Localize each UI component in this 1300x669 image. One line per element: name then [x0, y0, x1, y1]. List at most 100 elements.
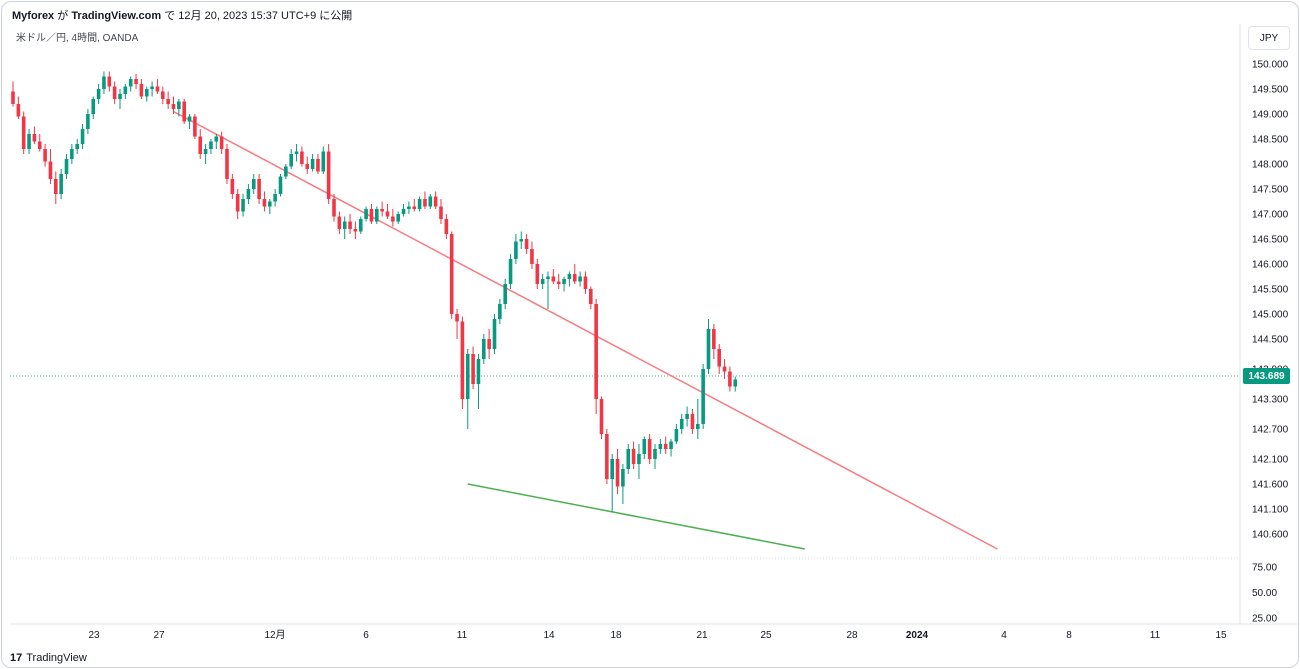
candle-body — [273, 194, 277, 202]
candle — [583, 271, 588, 294]
candle-body — [503, 284, 507, 304]
candle-body — [150, 86, 154, 89]
candle — [460, 316, 465, 409]
candle-body — [198, 136, 203, 154]
candle — [385, 204, 390, 219]
candle-body — [631, 449, 636, 464]
chart-grid — [10, 24, 1298, 625]
candle — [86, 109, 90, 134]
trendlines — [173, 110, 998, 550]
candle-body — [289, 154, 293, 167]
candle — [219, 131, 224, 154]
candle-body — [487, 339, 491, 349]
publish-header: Myforex が TradingView.com で 12月 20, 2023… — [12, 7, 352, 23]
candle-body — [193, 116, 197, 137]
candle-body — [690, 414, 695, 429]
candle-body — [621, 469, 625, 487]
candle — [134, 74, 138, 89]
candle-body — [262, 199, 267, 207]
candle-body — [578, 276, 582, 282]
candle-body — [246, 189, 251, 199]
candle — [524, 234, 529, 254]
candle-body — [91, 99, 96, 114]
author-name[interactable]: Myforex — [12, 10, 55, 22]
candle-body — [375, 209, 379, 222]
candle — [449, 231, 454, 319]
candle — [353, 221, 358, 239]
candle — [257, 174, 261, 204]
candle-body — [112, 86, 117, 99]
candle-body — [391, 216, 395, 222]
candle-body — [594, 304, 598, 399]
candle — [401, 204, 406, 217]
candle-body — [417, 199, 422, 209]
price-tick-label: 147.000 — [1252, 210, 1289, 221]
candle-body — [75, 144, 79, 149]
candle-body — [685, 414, 689, 419]
price-tick-label: 149.000 — [1252, 110, 1289, 121]
candle-body — [423, 199, 427, 207]
price-tick-label: 145.000 — [1252, 310, 1289, 321]
candle-body — [465, 354, 470, 399]
candle — [733, 376, 738, 392]
time-tick-label: 23 — [88, 630, 100, 641]
candle-body — [134, 79, 138, 84]
price-tick-label: 149.500 — [1252, 85, 1289, 96]
candle — [364, 206, 368, 222]
candle — [690, 409, 695, 434]
candle — [380, 201, 384, 217]
candle-body — [658, 444, 663, 449]
candle-body — [353, 229, 358, 232]
candle — [102, 71, 106, 94]
candle-body — [203, 149, 208, 154]
candle-body — [562, 279, 566, 284]
candle — [332, 194, 336, 222]
time-tick-label: 25 — [760, 630, 772, 641]
candle — [369, 204, 374, 224]
candle-body — [32, 134, 37, 142]
candle — [209, 139, 213, 154]
candle — [503, 279, 507, 309]
candle-body — [679, 419, 684, 429]
candle-body — [455, 314, 459, 322]
candle-body — [54, 179, 58, 194]
candle-body — [535, 264, 540, 284]
candle — [455, 309, 459, 339]
time-tick-label: 12月 — [264, 629, 285, 641]
candle-body — [696, 424, 700, 429]
candle-body — [43, 149, 47, 162]
candle-body — [342, 221, 347, 229]
candle — [214, 134, 219, 149]
candle — [492, 314, 497, 354]
candle-body — [316, 159, 320, 172]
candle-body — [669, 441, 673, 449]
candle-body — [214, 136, 219, 142]
candle — [610, 454, 614, 512]
candle — [439, 199, 443, 224]
candle-body — [476, 359, 481, 384]
candle-body — [332, 199, 336, 217]
candle — [465, 349, 470, 429]
candle — [722, 359, 727, 379]
candle — [43, 144, 47, 167]
candle-body — [171, 104, 176, 109]
candle — [487, 329, 491, 359]
time-tick-label: 11 — [457, 630, 468, 641]
candle — [262, 191, 267, 212]
candle — [37, 134, 42, 152]
currency-button[interactable]: JPY — [1248, 26, 1290, 50]
candle-body — [733, 379, 738, 387]
candle-body — [16, 104, 21, 117]
price-tick-label: 147.500 — [1252, 185, 1289, 196]
candle — [161, 86, 165, 104]
candle-body — [572, 274, 577, 282]
footer-brand[interactable]: 17 TradingView — [10, 652, 87, 664]
price-tick-label: 150.000 — [1252, 60, 1289, 71]
candle-body — [401, 209, 406, 214]
candle-body — [300, 151, 304, 164]
candle — [150, 81, 154, 97]
candle — [246, 184, 251, 204]
candle-body — [567, 274, 572, 279]
site-name[interactable]: TradingView.com — [71, 10, 162, 22]
